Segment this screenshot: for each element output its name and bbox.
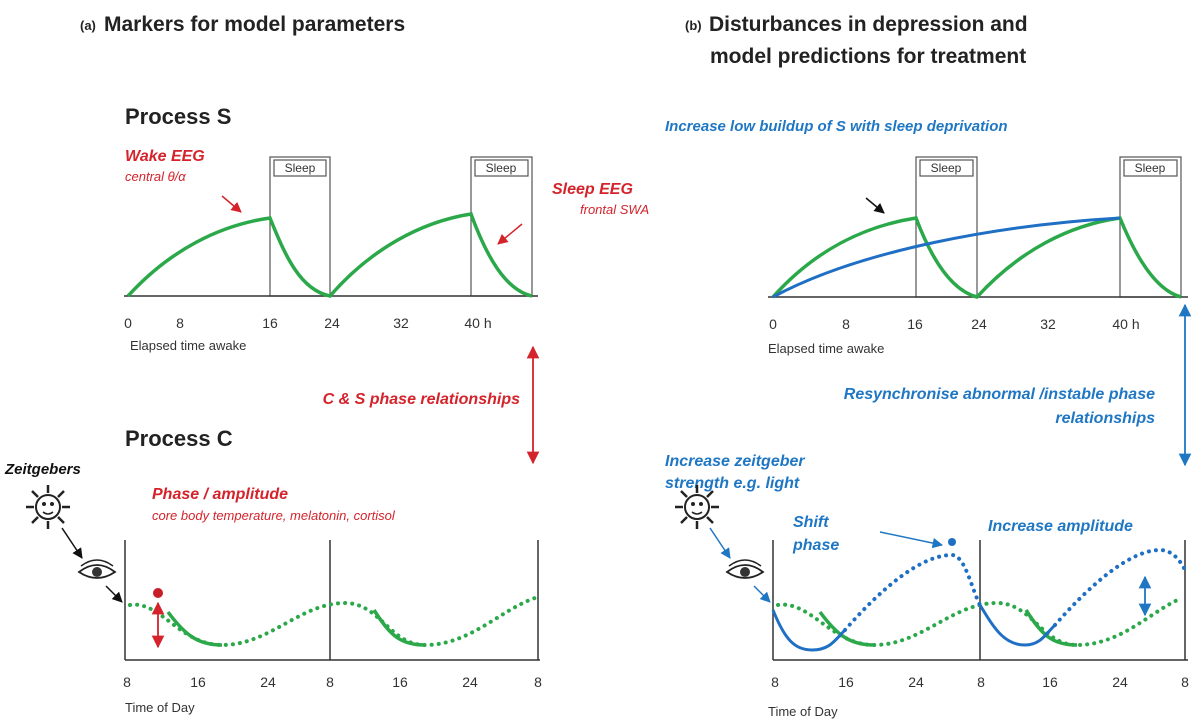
annotation: C & S phase relationships xyxy=(323,391,520,408)
tick-labels: 8 16 24 8 16 24 8 xyxy=(771,674,1189,690)
annotation: strength e.g. light xyxy=(665,475,800,492)
annotation: relationships xyxy=(1055,410,1155,427)
tick-label: 16 xyxy=(262,315,278,331)
annotation: phase xyxy=(792,537,839,554)
eye-icon xyxy=(78,559,116,579)
annotation: Increase zeitgeber xyxy=(665,453,805,470)
annotation: Increase amplitude xyxy=(988,518,1133,535)
heading: Process S xyxy=(125,104,231,129)
panel-title: model predictions for treatment xyxy=(710,45,1026,68)
tick-label: 8 xyxy=(123,674,131,690)
tick-label: 24 xyxy=(971,316,987,332)
annotation: Zeitgebers xyxy=(4,461,81,478)
eye-icon xyxy=(726,559,764,579)
annotation: central θ/α xyxy=(125,169,186,184)
tick-label: 8 xyxy=(977,674,985,690)
marker-dot xyxy=(948,538,956,546)
annotation: Resynchronise abnormal /instable phase xyxy=(844,386,1155,403)
axis-label: Time of Day xyxy=(125,700,195,715)
annotation: Shift xyxy=(793,514,829,531)
sleep-label: Sleep xyxy=(285,161,316,175)
tick-label: 16 xyxy=(392,674,408,690)
tick-label: 8 xyxy=(842,316,850,332)
panel-title: Disturbances in depression and xyxy=(709,13,1028,36)
annotation: Sleep EEG xyxy=(552,181,633,198)
curve xyxy=(772,216,1121,299)
curve xyxy=(166,609,426,647)
tick-label: 8 xyxy=(176,315,184,331)
curve xyxy=(771,216,1182,299)
arrow xyxy=(105,585,123,603)
heading: Process C xyxy=(125,426,233,451)
tick-label: 0 xyxy=(124,315,132,331)
axis-label: Elapsed time awake xyxy=(768,341,884,356)
curve xyxy=(771,604,1057,652)
tick-label: 40 h xyxy=(464,315,491,331)
axis-label: Elapsed time awake xyxy=(130,338,246,353)
arrow xyxy=(221,195,242,213)
annotation: frontal SWA xyxy=(580,202,649,217)
sleep-label: Sleep xyxy=(931,161,962,175)
tick-label: 32 xyxy=(1040,316,1056,332)
tick-label: 0 xyxy=(769,316,777,332)
tick-labels: 0 8 16 24 32 40 h xyxy=(124,315,492,331)
annotation: core body temperature, melatonin, cortis… xyxy=(152,508,396,523)
tick-label: 24 xyxy=(1112,674,1128,690)
sleep-box xyxy=(915,156,1182,298)
arrow xyxy=(865,197,885,214)
axis xyxy=(124,540,540,661)
marker-dot xyxy=(153,588,163,598)
tick-label: 8 xyxy=(326,674,334,690)
tick-label: 32 xyxy=(393,315,409,331)
panel-title: Markers for model parameters xyxy=(104,13,405,36)
arrow xyxy=(497,223,523,245)
arrow xyxy=(61,527,83,559)
tick-label: 40 h xyxy=(1112,316,1139,332)
panel-label: (b) xyxy=(685,18,702,33)
tick-label: 8 xyxy=(1181,674,1189,690)
curve xyxy=(128,596,537,648)
tick-label: 16 xyxy=(838,674,854,690)
sleep-box xyxy=(269,156,533,297)
arrow xyxy=(753,585,771,603)
axis xyxy=(772,540,1188,661)
tick-labels: 8 16 24 8 16 24 8 xyxy=(123,674,542,690)
axis-label: Time of Day xyxy=(768,704,838,719)
tick-label: 24 xyxy=(908,674,924,690)
sun-icon xyxy=(24,483,72,531)
sleep-label: Sleep xyxy=(1135,161,1166,175)
tick-label: 24 xyxy=(260,674,276,690)
tick-label: 24 xyxy=(324,315,340,331)
annotation: Increase low buildup of S with sleep dep… xyxy=(665,118,1008,135)
arrow xyxy=(709,527,731,559)
tick-label: 8 xyxy=(534,674,542,690)
panel-label: (a) xyxy=(80,18,96,33)
arrow xyxy=(879,531,944,549)
sun-icon xyxy=(673,483,721,531)
sleep-label: Sleep xyxy=(486,161,517,175)
tick-label: 16 xyxy=(190,674,206,690)
curve xyxy=(843,547,1187,632)
annotation: Wake EEG xyxy=(125,148,205,165)
tick-label: 24 xyxy=(462,674,478,690)
curve xyxy=(126,212,533,298)
tick-label: 16 xyxy=(1042,674,1058,690)
tick-label: 16 xyxy=(907,316,923,332)
annotation: Phase / amplitude xyxy=(152,486,288,503)
tick-label: 8 xyxy=(771,674,779,690)
tick-labels: 0 8 16 24 32 40 h xyxy=(769,316,1140,332)
curve xyxy=(818,609,1078,647)
